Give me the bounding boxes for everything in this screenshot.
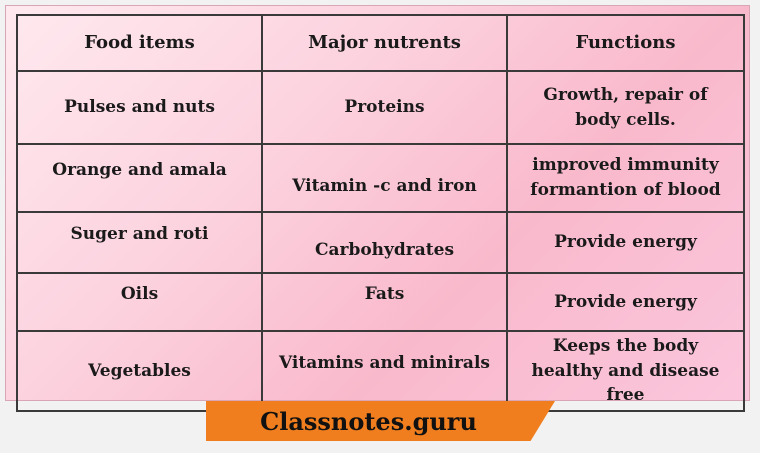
watermark-banner — [206, 401, 555, 441]
header-functions: Functions — [506, 14, 745, 72]
cell-function: Provide energy — [506, 211, 745, 274]
watermark-text: Classnotes.guru — [260, 406, 477, 436]
cell-function: Provide energy — [506, 272, 745, 332]
nutrition-table: Food items Major nutrents Functions Puls… — [16, 14, 745, 412]
cell-food-item: Vegetables — [16, 330, 263, 412]
table-header-row: Food items Major nutrents Functions — [16, 14, 745, 72]
table-row: Orange and amala Vitamin -c and iron imp… — [16, 143, 745, 213]
cell-food-item: Orange and amala — [16, 143, 263, 213]
cell-food-item: Oils — [16, 272, 263, 332]
table-panel: Food items Major nutrents Functions Puls… — [5, 5, 750, 412]
header-food-items: Food items — [16, 14, 263, 72]
cell-function: improved immunity formantion of blood — [506, 143, 745, 213]
cell-nutrient: Fats — [261, 272, 508, 332]
cell-function: Keeps the body healthy and disease free — [506, 330, 745, 412]
cell-nutrient: Carbohydrates — [261, 211, 508, 274]
header-major-nutrients: Major nutrents — [261, 14, 508, 72]
cell-nutrient: Vitamins and minirals — [261, 330, 508, 412]
cell-function: Growth, repair of body cells. — [506, 70, 745, 145]
table-row: Pulses and nuts Proteins Growth, repair … — [16, 70, 745, 145]
table-row: Oils Fats Provide energy — [16, 272, 745, 332]
cell-nutrient: Proteins — [261, 70, 508, 145]
table-row: Suger and roti Carbohydrates Provide ene… — [16, 211, 745, 274]
cell-nutrient: Vitamin -c and iron — [261, 143, 508, 213]
cell-food-item: Pulses and nuts — [16, 70, 263, 145]
table-row: Vegetables Vitamins and minirals Keeps t… — [16, 330, 745, 412]
cell-food-item: Suger and roti — [16, 211, 263, 274]
